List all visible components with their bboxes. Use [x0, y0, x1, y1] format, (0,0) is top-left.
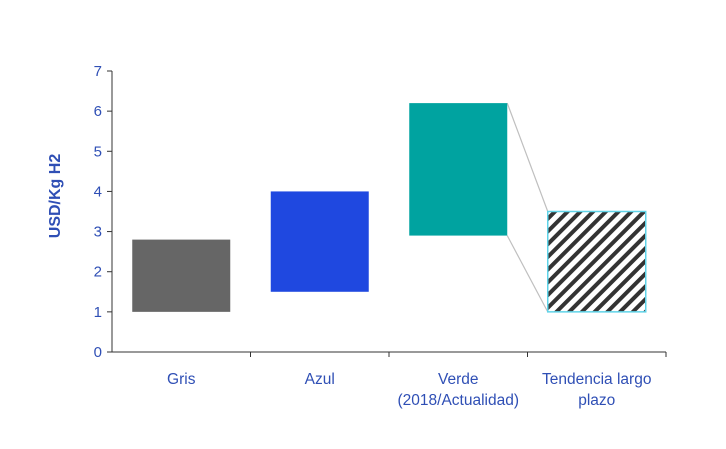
connector-line-bottom: [506, 235, 549, 313]
x-category-label: (2018/Actualidad): [398, 392, 520, 409]
y-tick-label: 5: [94, 143, 102, 160]
bar-azul: [270, 191, 369, 292]
y-tick-label: 4: [94, 183, 102, 200]
y-tick-label: 1: [94, 304, 102, 321]
y-axis-label: USD/Kg H2: [47, 154, 64, 239]
x-category-label: plazo: [578, 392, 615, 409]
bars: [132, 103, 647, 313]
connector-line-top: [506, 102, 549, 212]
bar-tendencia-largo: [547, 210, 647, 313]
y-axis: 0 1 2 3 4 5 6 7: [94, 63, 113, 361]
x-category-label: Azul: [305, 371, 335, 388]
y-tick-label: 0: [94, 344, 102, 361]
y-tick-label: 7: [94, 63, 102, 80]
x-category-label: Tendencia largo: [542, 371, 651, 388]
y-tick-label: 3: [94, 224, 102, 241]
connectors: [506, 102, 549, 313]
y-tick-label: 2: [94, 264, 102, 281]
x-axis: Gris Azul Verde (2018/Actualidad) Tendencia …: [112, 351, 667, 409]
bar-verde: [409, 103, 508, 236]
x-category-label: Gris: [167, 371, 196, 388]
x-category-label: Verde: [438, 371, 479, 388]
y-tick-label: 6: [94, 103, 102, 120]
bar-gris: [132, 239, 231, 312]
